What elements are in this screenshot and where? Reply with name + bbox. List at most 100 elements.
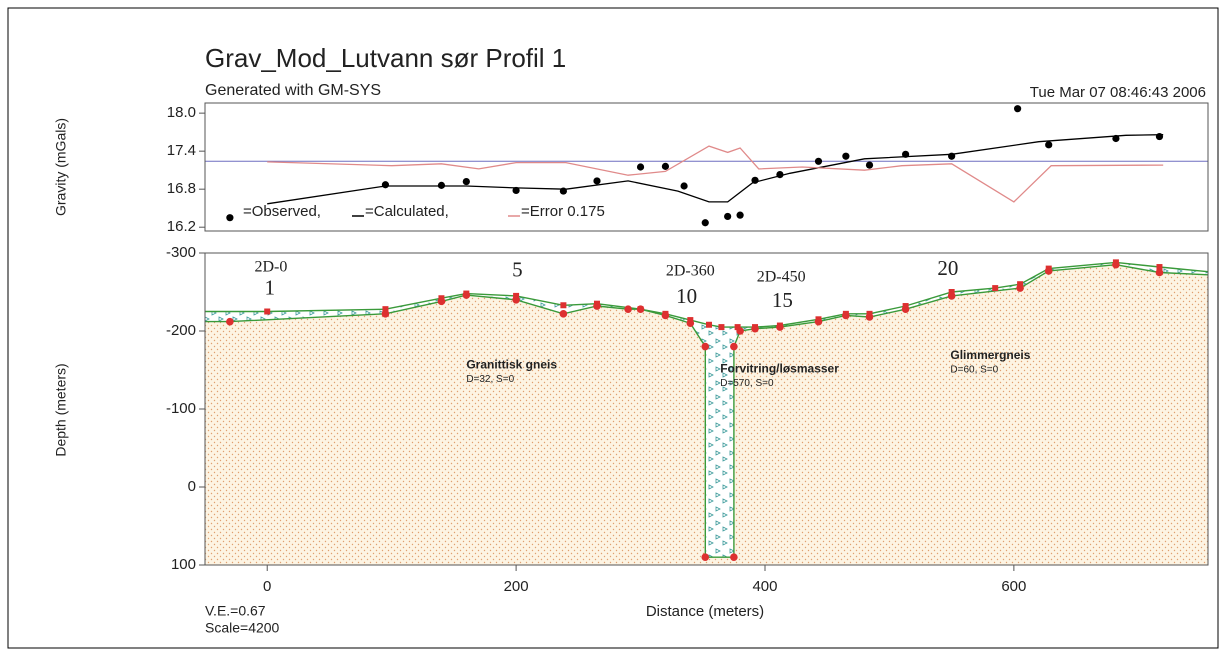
base-vertex bbox=[701, 342, 710, 351]
x-tick-label: 400 bbox=[752, 578, 777, 595]
base-vertex bbox=[776, 323, 784, 331]
base-vertex bbox=[593, 302, 601, 310]
base-vertex bbox=[736, 327, 744, 335]
top-vertex bbox=[734, 324, 741, 331]
observed-point bbox=[1155, 132, 1164, 141]
body-parameters: D=60, S=0 bbox=[950, 365, 998, 376]
legend-label: =Error 0.175 bbox=[521, 203, 605, 220]
base-vertex bbox=[901, 305, 910, 313]
station-label: 20 bbox=[937, 256, 958, 280]
base-vertex bbox=[814, 317, 823, 326]
chart-title: Grav_Mod_Lutvann sør Profil 1 bbox=[205, 43, 566, 73]
station-label: 2D-450 bbox=[757, 269, 806, 286]
series-line bbox=[267, 145, 1164, 203]
legend-label: =Observed, bbox=[243, 203, 321, 220]
observed-point bbox=[724, 212, 732, 221]
top-vertex bbox=[382, 306, 389, 313]
y-tick-label: -200 bbox=[166, 322, 196, 339]
station-label: 5 bbox=[512, 258, 523, 282]
observed-point bbox=[512, 186, 520, 195]
observed-point bbox=[381, 181, 390, 189]
observed-point bbox=[701, 219, 709, 227]
station-label: 15 bbox=[772, 288, 793, 312]
y-tick-label: 18.0 bbox=[167, 104, 196, 121]
y-axis-label: Gravity (mGals) bbox=[53, 118, 69, 216]
note: V.E.=0.67 bbox=[205, 603, 266, 619]
x-axis-label: Distance (meters) bbox=[646, 603, 764, 620]
y-tick-label: -100 bbox=[166, 400, 196, 417]
observed-point bbox=[865, 161, 874, 169]
base-vertex bbox=[1044, 267, 1053, 275]
base-vertex bbox=[1016, 284, 1024, 292]
base-vertex bbox=[226, 317, 234, 326]
top-vertex bbox=[705, 321, 712, 328]
base-vertex bbox=[512, 296, 520, 304]
y-tick-label: 16.8 bbox=[167, 180, 196, 197]
body-name: Forvitring/løsmasser bbox=[720, 361, 839, 375]
plot-frame bbox=[204, 102, 1209, 232]
series-line bbox=[267, 134, 1164, 205]
x-tick-label: 200 bbox=[504, 578, 529, 595]
weathered-body bbox=[205, 262, 1208, 558]
top-vertex bbox=[513, 292, 520, 299]
observed-point bbox=[814, 157, 823, 165]
base-vertex bbox=[1155, 268, 1164, 277]
subtitle: Generated with GM-SYS bbox=[205, 82, 381, 99]
date: Tue Mar 07 08:46:43 2006 bbox=[1030, 84, 1206, 101]
base-vertex bbox=[686, 319, 695, 328]
base-vertex bbox=[730, 553, 738, 561]
y-tick-label: 16.2 bbox=[167, 218, 196, 235]
body-parameters: D=570, S=0 bbox=[720, 378, 774, 389]
note: Scale=4200 bbox=[205, 620, 280, 636]
body-name: Granittisk gneis bbox=[466, 357, 557, 371]
base-vertex bbox=[661, 311, 670, 320]
station-label: 1 bbox=[264, 275, 275, 299]
legend-label: =Calculated, bbox=[365, 203, 449, 220]
observed-point bbox=[1045, 141, 1053, 149]
base-vertex bbox=[381, 310, 390, 318]
station-label: 10 bbox=[676, 284, 697, 308]
base-vertex bbox=[730, 342, 738, 351]
base-vertex bbox=[1112, 260, 1120, 269]
base-vertex bbox=[701, 553, 710, 561]
top-vertex bbox=[264, 308, 271, 315]
observed-point bbox=[661, 162, 670, 170]
plot-background bbox=[205, 103, 1208, 231]
base-vertex bbox=[947, 292, 956, 300]
y-tick-label: -300 bbox=[166, 244, 196, 261]
top-vertex bbox=[992, 285, 999, 292]
top-vertex bbox=[718, 324, 725, 331]
base-vertex bbox=[751, 324, 759, 333]
granite-body bbox=[205, 264, 1208, 565]
top-vertex bbox=[1017, 281, 1024, 288]
base-vertex bbox=[559, 310, 568, 318]
observed-point bbox=[462, 177, 470, 186]
y-tick-label: 0 bbox=[188, 478, 196, 495]
observed-point bbox=[680, 182, 688, 190]
observed-point bbox=[593, 177, 601, 185]
y-axis-label: Depth (meters) bbox=[53, 363, 69, 456]
body-name: Glimmergneis bbox=[950, 348, 1030, 362]
base-vertex bbox=[842, 311, 850, 320]
x-tick-label: 600 bbox=[1001, 578, 1026, 595]
observed-point bbox=[736, 211, 744, 219]
observed-point bbox=[1014, 105, 1022, 113]
base-vertex bbox=[865, 313, 874, 321]
station-label: 2D-360 bbox=[666, 262, 715, 279]
top-vertex bbox=[1156, 264, 1163, 271]
y-tick-label: 100 bbox=[171, 556, 196, 573]
station-label: 2D-0 bbox=[255, 258, 288, 275]
top-vertex bbox=[560, 302, 567, 309]
top-vertex bbox=[948, 289, 955, 295]
base-vertex bbox=[636, 305, 645, 313]
base-vertex bbox=[462, 291, 471, 299]
observed-point bbox=[842, 152, 850, 160]
observed-point bbox=[226, 214, 234, 222]
frame bbox=[7, 7, 1219, 649]
base-vertex bbox=[437, 297, 446, 306]
base-vertex bbox=[624, 305, 632, 313]
y-tick-label: 17.4 bbox=[167, 142, 196, 159]
x-tick-label: 0 bbox=[263, 578, 271, 595]
